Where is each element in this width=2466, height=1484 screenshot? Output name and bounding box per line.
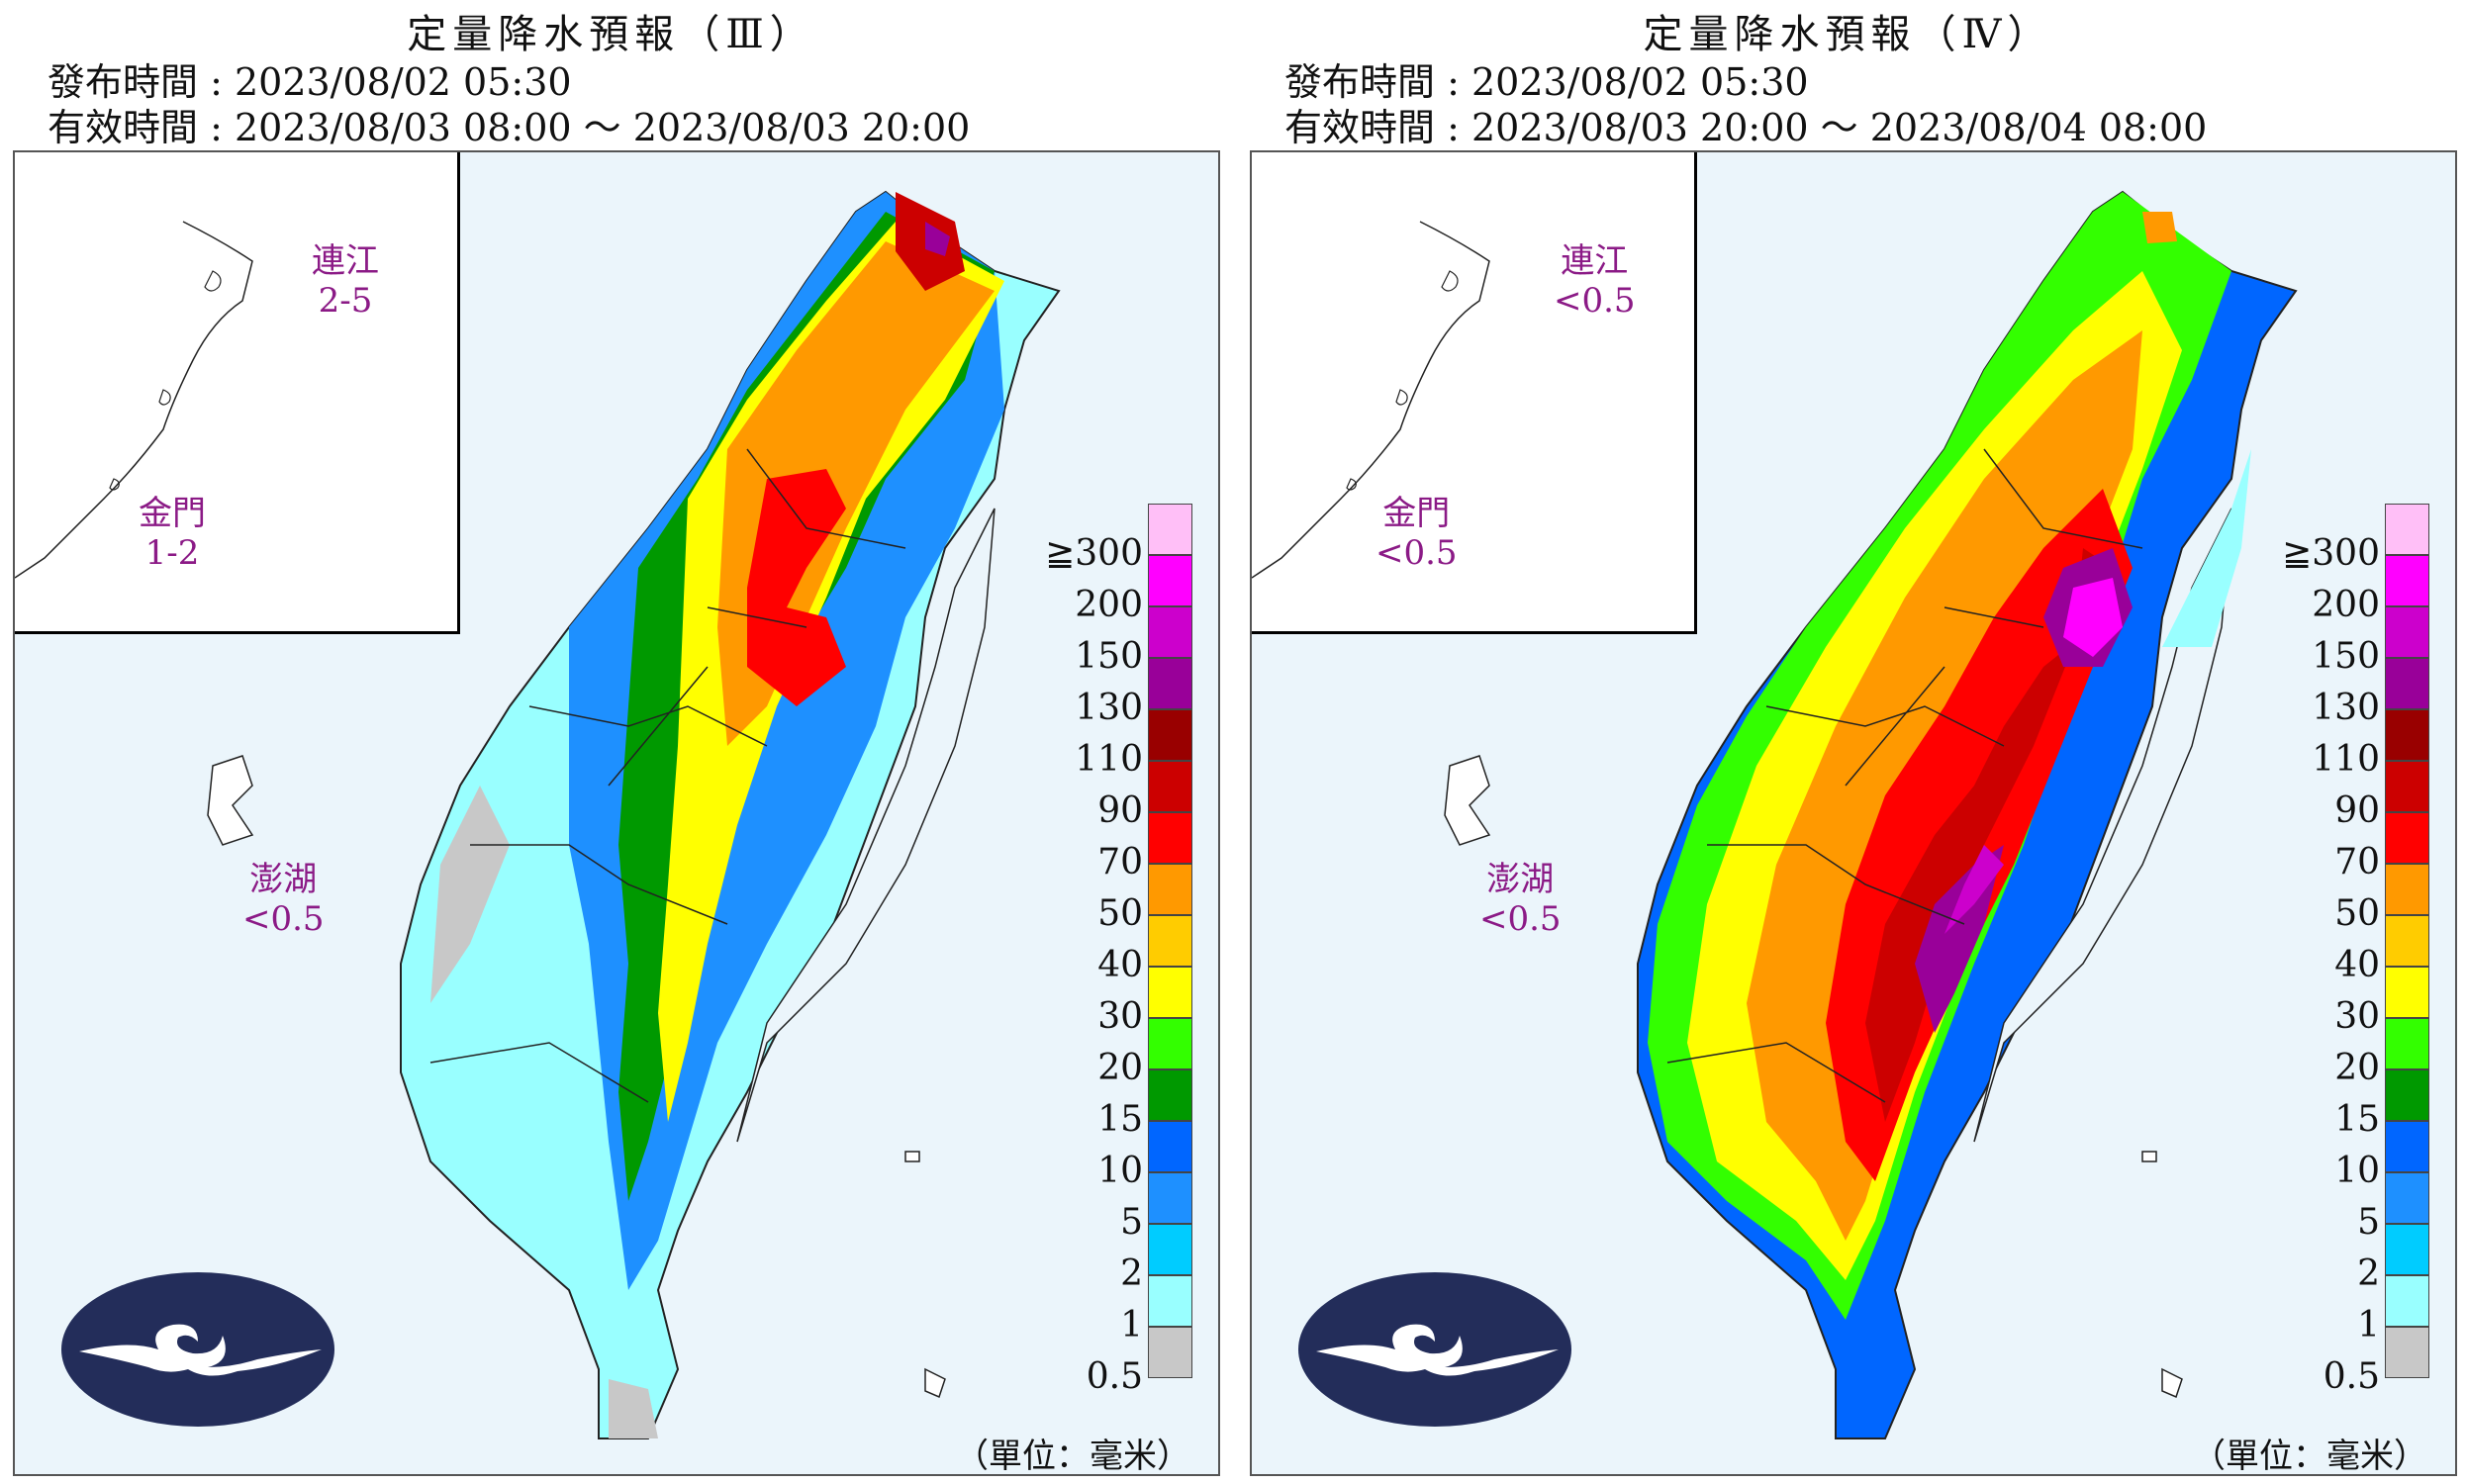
legend-label: 70 <box>1097 842 1143 882</box>
legend-label: 15 <box>2334 1099 2380 1140</box>
issued-time: 發布時間 : 2023/08/02 05:30 <box>1284 60 1809 104</box>
legend-label: ≧300 <box>1045 533 1143 574</box>
legend-label: 5 <box>2357 1202 2380 1243</box>
lienchiang-label: 連江 <0.5 <box>1554 241 1636 321</box>
legend-label: 150 <box>1075 636 1143 677</box>
rainfall-map: 連江 <0.5 金門 <0.5 澎湖 <0.5 <box>1250 150 2457 1476</box>
legend-label: 90 <box>2334 790 2380 831</box>
legend-swatch <box>1148 1069 1192 1121</box>
legend-label: 20 <box>2334 1048 2380 1088</box>
legend-swatch <box>1148 658 1192 709</box>
china-coastline <box>1252 221 1490 579</box>
legend-swatch <box>2385 1327 2429 1378</box>
forecast-panel-iv: 定量降水預報（Ⅳ） 發布時間 : 2023/08/02 05:30 有效時間 :… <box>1237 0 2459 1484</box>
legend-swatch <box>2385 1275 2429 1327</box>
legend-label: 110 <box>1075 739 1143 780</box>
legend-label: 40 <box>2334 945 2380 985</box>
legend-swatch <box>1148 504 1192 555</box>
legend-label: 5 <box>1120 1202 1143 1243</box>
legend-swatch <box>2385 915 2429 967</box>
legend-swatch <box>2385 864 2429 915</box>
legend-swatch <box>2385 1069 2429 1121</box>
legend-swatch <box>2385 658 2429 709</box>
legend-label: 50 <box>1097 893 1143 934</box>
issued-time: 發布時間 : 2023/08/02 05:30 <box>47 60 572 104</box>
legend-swatch <box>2385 812 2429 864</box>
legend-swatch <box>1148 864 1192 915</box>
legend-swatch <box>1148 709 1192 761</box>
legend-swatch <box>1148 1327 1192 1378</box>
legend-swatch <box>1148 1224 1192 1275</box>
offshore-islands-inset: 連江 2-5 金門 1-2 <box>15 152 460 634</box>
legend-label: 150 <box>2312 636 2380 677</box>
legend-swatch <box>1148 915 1192 967</box>
legend-swatch <box>2385 504 2429 555</box>
legend-swatch <box>1148 1275 1192 1327</box>
legend-swatch <box>1148 555 1192 606</box>
legend-swatch <box>2385 1018 2429 1069</box>
valid-time: 有效時間 : 2023/08/03 08:00 ～ 2023/08/03 20:… <box>47 106 971 149</box>
legend-label: 200 <box>2312 585 2380 625</box>
legend-label: 2 <box>1120 1253 1143 1294</box>
legend-label: 90 <box>1097 790 1143 831</box>
legend-label: 10 <box>1097 1151 1143 1191</box>
legend-label: 110 <box>2312 739 2380 780</box>
forecast-panel-iii: 定量降水預報（Ⅲ） 發布時間 : 2023/08/02 05:30 有效時間 :… <box>0 0 1222 1484</box>
unit-label: （單位：毫米） <box>955 1437 1190 1476</box>
legend-label: 10 <box>2334 1151 2380 1191</box>
legend-swatch <box>1148 606 1192 658</box>
legend-label: 30 <box>2334 996 2380 1037</box>
legend-swatch <box>2385 1121 2429 1172</box>
penghu-label: 澎湖 <0.5 <box>1479 860 1562 939</box>
legend-swatch <box>1148 1121 1192 1172</box>
legend-swatch <box>1148 1172 1192 1224</box>
legend-label: 40 <box>1097 945 1143 985</box>
legend-label: 200 <box>1075 585 1143 625</box>
unit-label: （單位：毫米） <box>2192 1437 2427 1476</box>
legend-label: 1 <box>1120 1305 1143 1345</box>
legend-label: 70 <box>2334 842 2380 882</box>
legend-swatch <box>2385 606 2429 658</box>
legend-label: 15 <box>1097 1099 1143 1140</box>
legend-swatch <box>2385 967 2429 1018</box>
legend-label: 1 <box>2357 1305 2380 1345</box>
legend-label: 130 <box>2312 688 2380 728</box>
legend-swatch <box>1148 761 1192 812</box>
legend-label: 130 <box>1075 688 1143 728</box>
panel-title: 定量降水預報（Ⅲ） <box>407 12 815 57</box>
legend-swatch <box>2385 1172 2429 1224</box>
valid-time: 有效時間 : 2023/08/03 20:00 ～ 2023/08/04 08:… <box>1284 106 2208 149</box>
legend-label: 2 <box>2357 1253 2380 1294</box>
legend-swatch <box>2385 761 2429 812</box>
penghu-label: 澎湖 <0.5 <box>242 860 325 939</box>
legend-label: 20 <box>1097 1048 1143 1088</box>
offshore-islands-inset: 連江 <0.5 金門 <0.5 <box>1252 152 1697 634</box>
legend-label: 0.5 <box>2323 1356 2380 1397</box>
legend-swatch <box>2385 709 2429 761</box>
legend-swatch <box>1148 1018 1192 1069</box>
taiwan-rainfall-shading <box>207 190 1061 1439</box>
china-coastline <box>15 221 253 579</box>
legend-label: ≧300 <box>2282 533 2380 574</box>
legend-swatch <box>1148 812 1192 864</box>
legend-swatch <box>1148 967 1192 1018</box>
kinmen-label: 金門 <0.5 <box>1375 494 1458 573</box>
cwb-logo-icon <box>61 1272 334 1427</box>
cwb-logo-icon <box>1298 1272 1571 1427</box>
legend-label: 0.5 <box>1086 1356 1143 1397</box>
legend-swatch <box>2385 555 2429 606</box>
kinmen-label: 金門 1-2 <box>139 494 206 573</box>
rainfall-map: 連江 2-5 金門 1-2 澎湖 <0.5 <box>13 150 1220 1476</box>
legend-swatch <box>2385 1224 2429 1275</box>
legend-label: 30 <box>1097 996 1143 1037</box>
panel-title: 定量降水預報（Ⅳ） <box>1643 12 2053 57</box>
taiwan-rainfall-shading <box>1444 190 2298 1439</box>
lienchiang-label: 連江 2-5 <box>312 241 379 321</box>
legend-label: 50 <box>2334 893 2380 934</box>
